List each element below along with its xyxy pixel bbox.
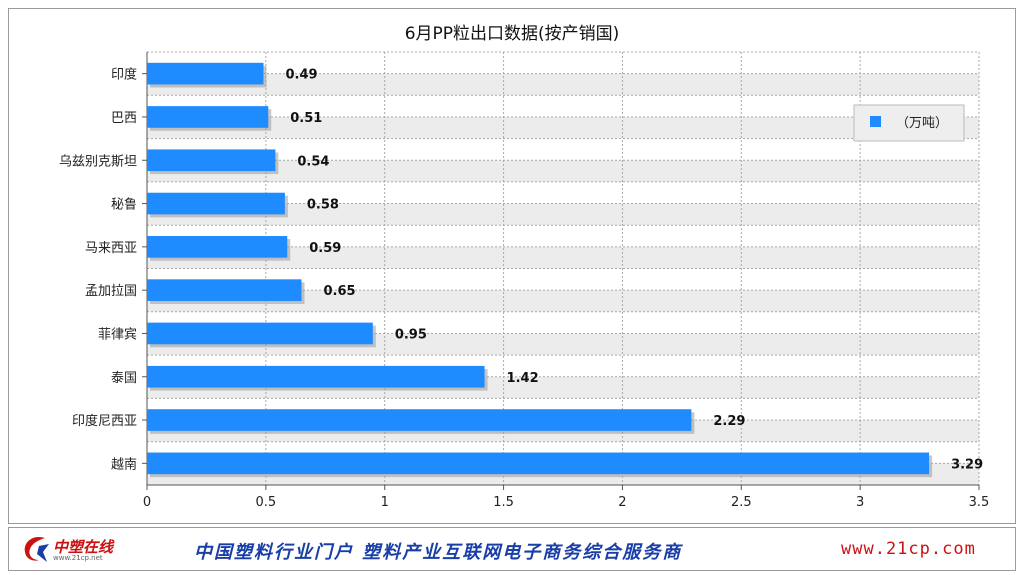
bar	[147, 106, 269, 128]
value-label: 1.42	[507, 371, 539, 386]
x-tick-label: 0	[143, 495, 151, 510]
value-label: 0.95	[395, 327, 427, 342]
bar	[147, 62, 264, 85]
bar	[147, 409, 692, 431]
bar	[147, 365, 485, 388]
bar-chart: 6月PP粒出口数据(按产销国) 0 0.5 1 1.5 2 2.5 3 3.5印度 0.49巴西…	[59, 24, 990, 510]
category-label: 印度尼西亚	[72, 413, 137, 429]
grid-band	[147, 116, 979, 139]
category-label: 越南	[111, 456, 137, 472]
footer-slogan: 中国塑料行业门户 塑料产业互联网电子商务综合服务商	[194, 542, 683, 563]
x-tick-label: 2.5	[731, 495, 752, 510]
chart-title: 6月PP粒出口数据(按产销国)	[405, 24, 620, 44]
grid-band	[147, 246, 979, 269]
value-label: 3.29	[951, 457, 983, 472]
value-label: 2.29	[713, 414, 745, 429]
category-label: 马来西亚	[85, 241, 137, 256]
footer-url[interactable]: www.21cp.com	[841, 539, 976, 559]
category-label: 巴西	[111, 111, 137, 126]
chart-frame: 6月PP粒出口数据(按产销国) 0 0.5 1 1.5 2 2.5 3 3.5 印度 0.49 巴西…	[8, 8, 1016, 524]
x-tick-label: 2	[618, 495, 626, 510]
bar	[147, 236, 288, 258]
logo-text: 中塑在线	[53, 538, 114, 556]
grid-band	[147, 160, 979, 182]
category-label: 泰国	[111, 371, 137, 386]
category-label: 秘鲁	[111, 198, 137, 213]
x-tick-label: 1	[381, 495, 389, 510]
legend-swatch	[870, 116, 881, 127]
value-label: 0.58	[307, 198, 339, 213]
value-label: 0.54	[297, 154, 329, 169]
footer-bar: 中塑在线 www.21cp.net 中国塑料行业门户 塑料产业互联网电子商务综合…	[8, 527, 1016, 571]
grid-band	[147, 290, 979, 312]
site-logo[interactable]: 中塑在线 www.21cp.net	[19, 532, 147, 566]
category-label: 印度	[111, 67, 137, 83]
x-tick-label: 3.5	[969, 495, 990, 510]
value-label: 0.51	[290, 111, 322, 126]
grid-band	[147, 73, 979, 96]
logo-subtext: www.21cp.net	[53, 554, 103, 562]
value-label: 0.65	[324, 284, 356, 299]
logo-swoosh-icon	[24, 536, 49, 562]
value-label: 0.59	[309, 241, 341, 256]
grid-band	[147, 203, 979, 226]
category-label: 孟加拉国	[85, 284, 137, 299]
value-label: 0.49	[285, 68, 317, 83]
bar	[147, 452, 930, 475]
x-tick-label: 3	[856, 495, 864, 510]
bar	[147, 322, 373, 345]
x-tick-label: 0.5	[256, 495, 277, 510]
bar	[147, 149, 276, 172]
category-label: 菲律宾	[98, 326, 137, 342]
bar	[147, 279, 302, 301]
legend: （万吨）	[853, 104, 965, 142]
bar	[147, 192, 285, 215]
category-label: 乌兹别克斯坦	[59, 153, 137, 169]
x-tick-label: 1.5	[493, 495, 514, 510]
legend-label: （万吨）	[896, 116, 948, 131]
